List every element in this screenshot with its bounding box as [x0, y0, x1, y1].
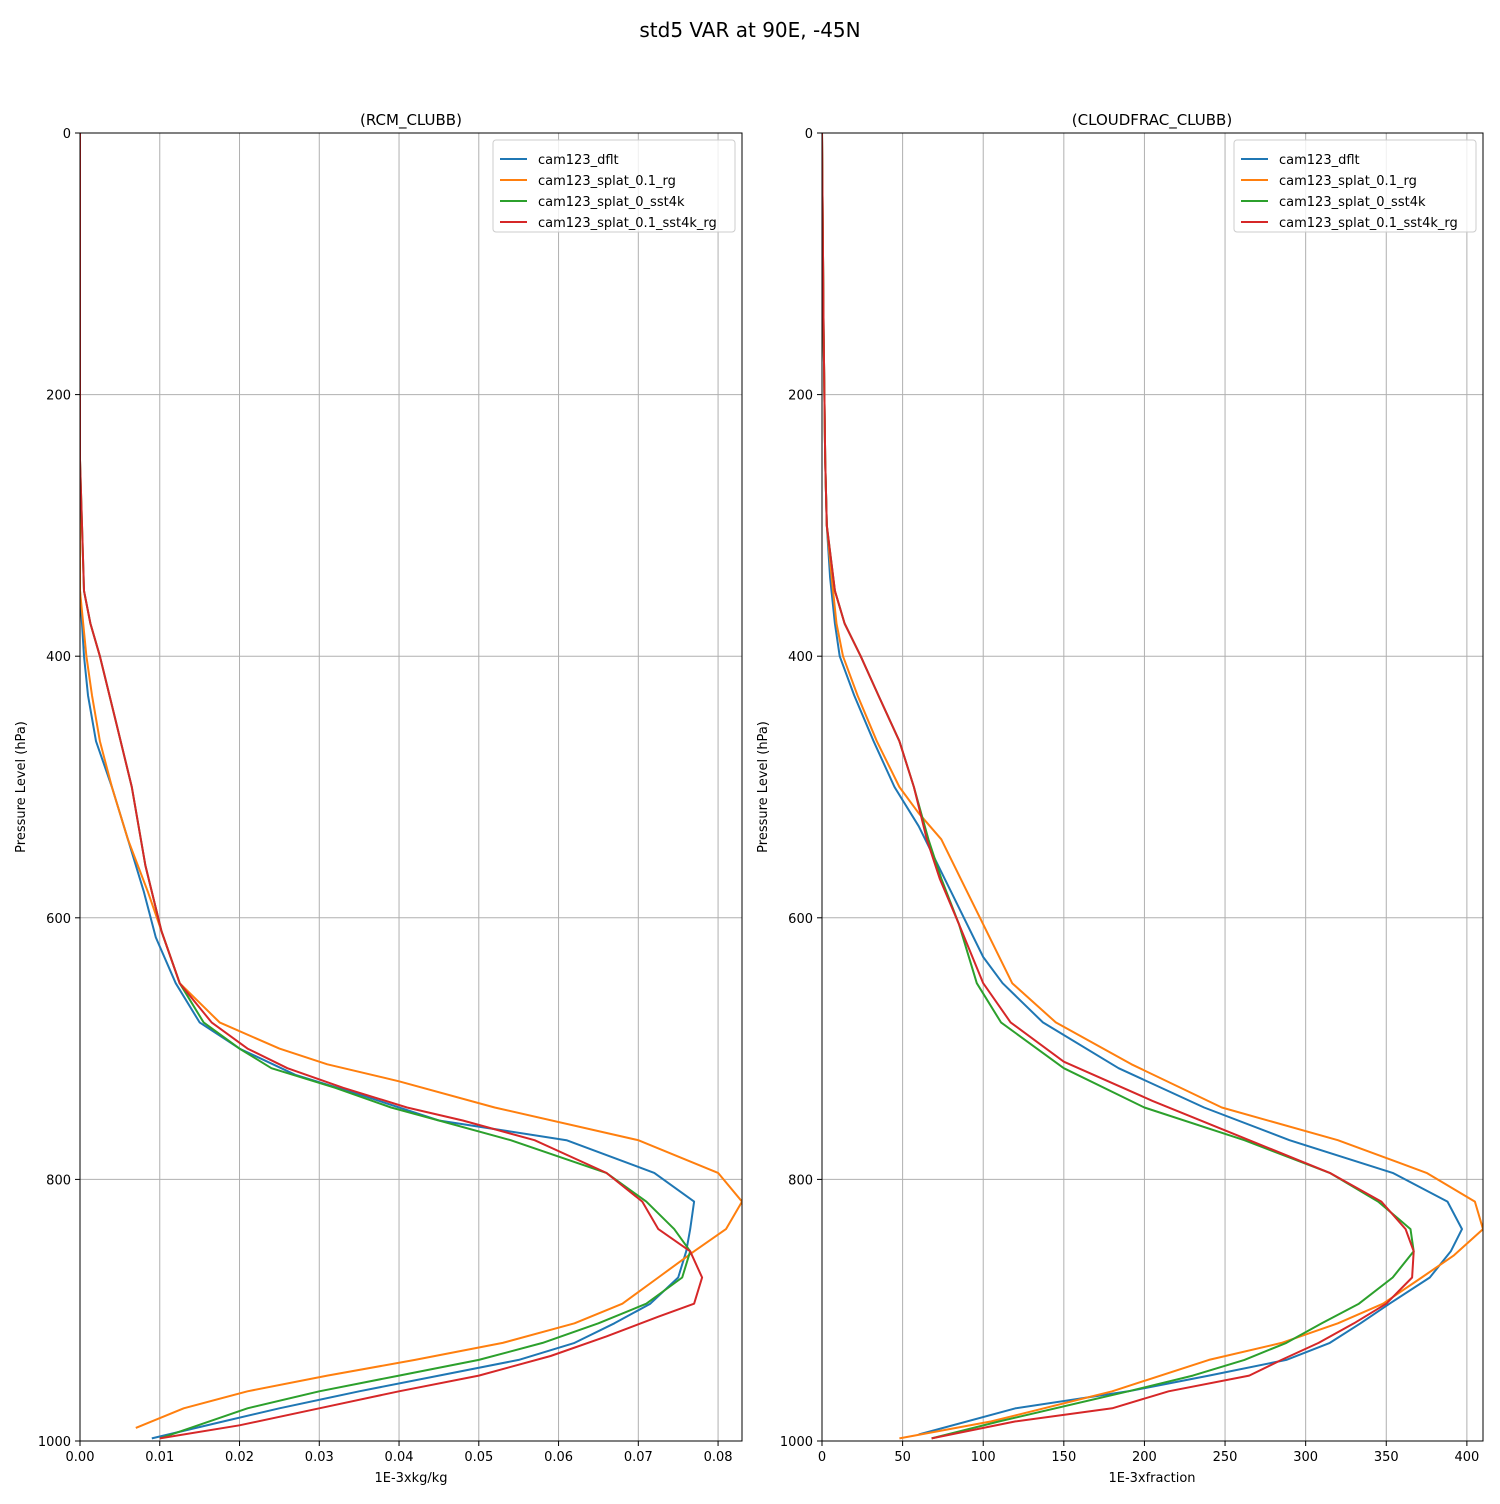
right-legend-frame: [1233, 139, 1477, 233]
left-x-tick-label: 0.01: [145, 1450, 174, 1465]
left-plot-frame: [79, 132, 743, 1442]
right-x-tick-label: 300: [1293, 1450, 1318, 1465]
left-y-tick-label: 0: [63, 127, 71, 142]
left-x-tick-label: 0.04: [385, 1450, 414, 1465]
right-y-tick-label: 200: [788, 389, 813, 404]
right-legend: cam123_dflt cam123_splat_0.1_rg cam123_spl…: [1233, 139, 1477, 233]
right-series-line-cam123_dflt: [822, 133, 1463, 1436]
figure-suptitle: std5 VAR at 90E, -45N: [639, 18, 860, 42]
left-axes-title: (RCM_CLUBB): [360, 111, 462, 130]
right-x-axis-label: 1E-3xfraction: [1108, 1471, 1195, 1486]
left-ticks: 0.00 0.01 0.02 0.03 0.04 0.05 0.06 0.07 0.08 0 200…: [38, 127, 733, 1465]
right-y-tick-label: 800: [788, 1173, 813, 1188]
right-y-tick-label: 600: [788, 912, 813, 927]
right-x-tick-label: 400: [1454, 1450, 1479, 1465]
right-x-tick-label: 350: [1374, 1450, 1399, 1465]
right-x-tick-label: 200: [1132, 1450, 1157, 1465]
left-series-line-cam123_splat_0.1_rg: [80, 133, 742, 1429]
left-legend: cam123_dflt cam123_splat_0.1_rg cam123_spl…: [492, 139, 736, 233]
right-x-tick-label: 50: [894, 1450, 911, 1465]
right-y-axis-label: Pressure Level (hPa): [756, 721, 771, 853]
left-legend-frame: [492, 139, 736, 233]
left-x-tick-label: 0.05: [464, 1450, 493, 1465]
left-series-line-cam123_dflt: [80, 133, 696, 1440]
left-x-tick-label: 0.02: [225, 1450, 254, 1465]
right-series-line-cam123_splat_0.1_rg: [822, 133, 1483, 1440]
left-y-tick-label: 200: [46, 389, 71, 404]
left-legend-entry: cam123_dflt: [538, 153, 619, 168]
right-legend-entry: cam123_splat_0_sst4k: [1279, 195, 1426, 210]
right-x-tick-label: 0: [818, 1450, 826, 1465]
right-plot-frame: [821, 132, 1484, 1442]
left-x-tick-label: 0.03: [305, 1450, 334, 1465]
right-legend-entry: cam123_splat_0.1_rg: [1279, 174, 1417, 189]
right-series-line-cam123_splat_0.1_sst4k_rg: [822, 133, 1415, 1440]
left-x-tick-label: 0.08: [704, 1450, 733, 1465]
right-series-lines: [822, 133, 1483, 1440]
right-ticks: 0 50 100 150 200 250 300 350 400 0 200 400 600 800 100…: [780, 127, 1479, 1465]
left-x-tick-label: 0.00: [66, 1450, 95, 1465]
right-axes-cloudfrac-clubb: 0 50 100 150 200 250 300 350 400 0 200 400 600 800 100…: [756, 111, 1484, 1486]
left-series-line-cam123_splat_0.1_sst4k_rg: [80, 133, 704, 1440]
right-y-tick-label: 1000: [780, 1435, 813, 1450]
left-x-axis-label: 1E-3xkg/kg: [374, 1471, 447, 1486]
left-legend-entry: cam123_splat_0.1_sst4k_rg: [538, 216, 717, 231]
left-series-lines: [80, 133, 742, 1440]
right-legend-entry: cam123_splat_0.1_sst4k_rg: [1279, 216, 1458, 231]
left-y-tick-label: 400: [46, 650, 71, 665]
left-legend-entry: cam123_splat_0_sst4k: [538, 195, 685, 210]
right-x-tick-label: 150: [1051, 1450, 1076, 1465]
left-legend-entry: cam123_splat_0.1_rg: [538, 174, 676, 189]
right-legend-entry: cam123_dflt: [1279, 153, 1360, 168]
left-y-tick-label: 800: [46, 1173, 71, 1188]
right-x-tick-label: 100: [971, 1450, 996, 1465]
left-y-tick-label: 1000: [38, 1435, 71, 1450]
left-x-tick-label: 0.06: [544, 1450, 573, 1465]
left-y-tick-label: 600: [46, 912, 71, 927]
right-x-tick-label: 250: [1213, 1450, 1238, 1465]
right-axes-title: (CLOUDFRAC_CLUBB): [1072, 111, 1232, 130]
left-y-axis-label: Pressure Level (hPa): [14, 721, 29, 853]
left-x-tick-label: 0.07: [624, 1450, 653, 1465]
left-axes-rcm-clubb: 0.00 0.01 0.02 0.03 0.04 0.05 0.06 0.07 0.08 0 200…: [14, 111, 743, 1486]
right-y-tick-label: 0: [805, 127, 813, 142]
right-y-tick-label: 400: [788, 650, 813, 665]
